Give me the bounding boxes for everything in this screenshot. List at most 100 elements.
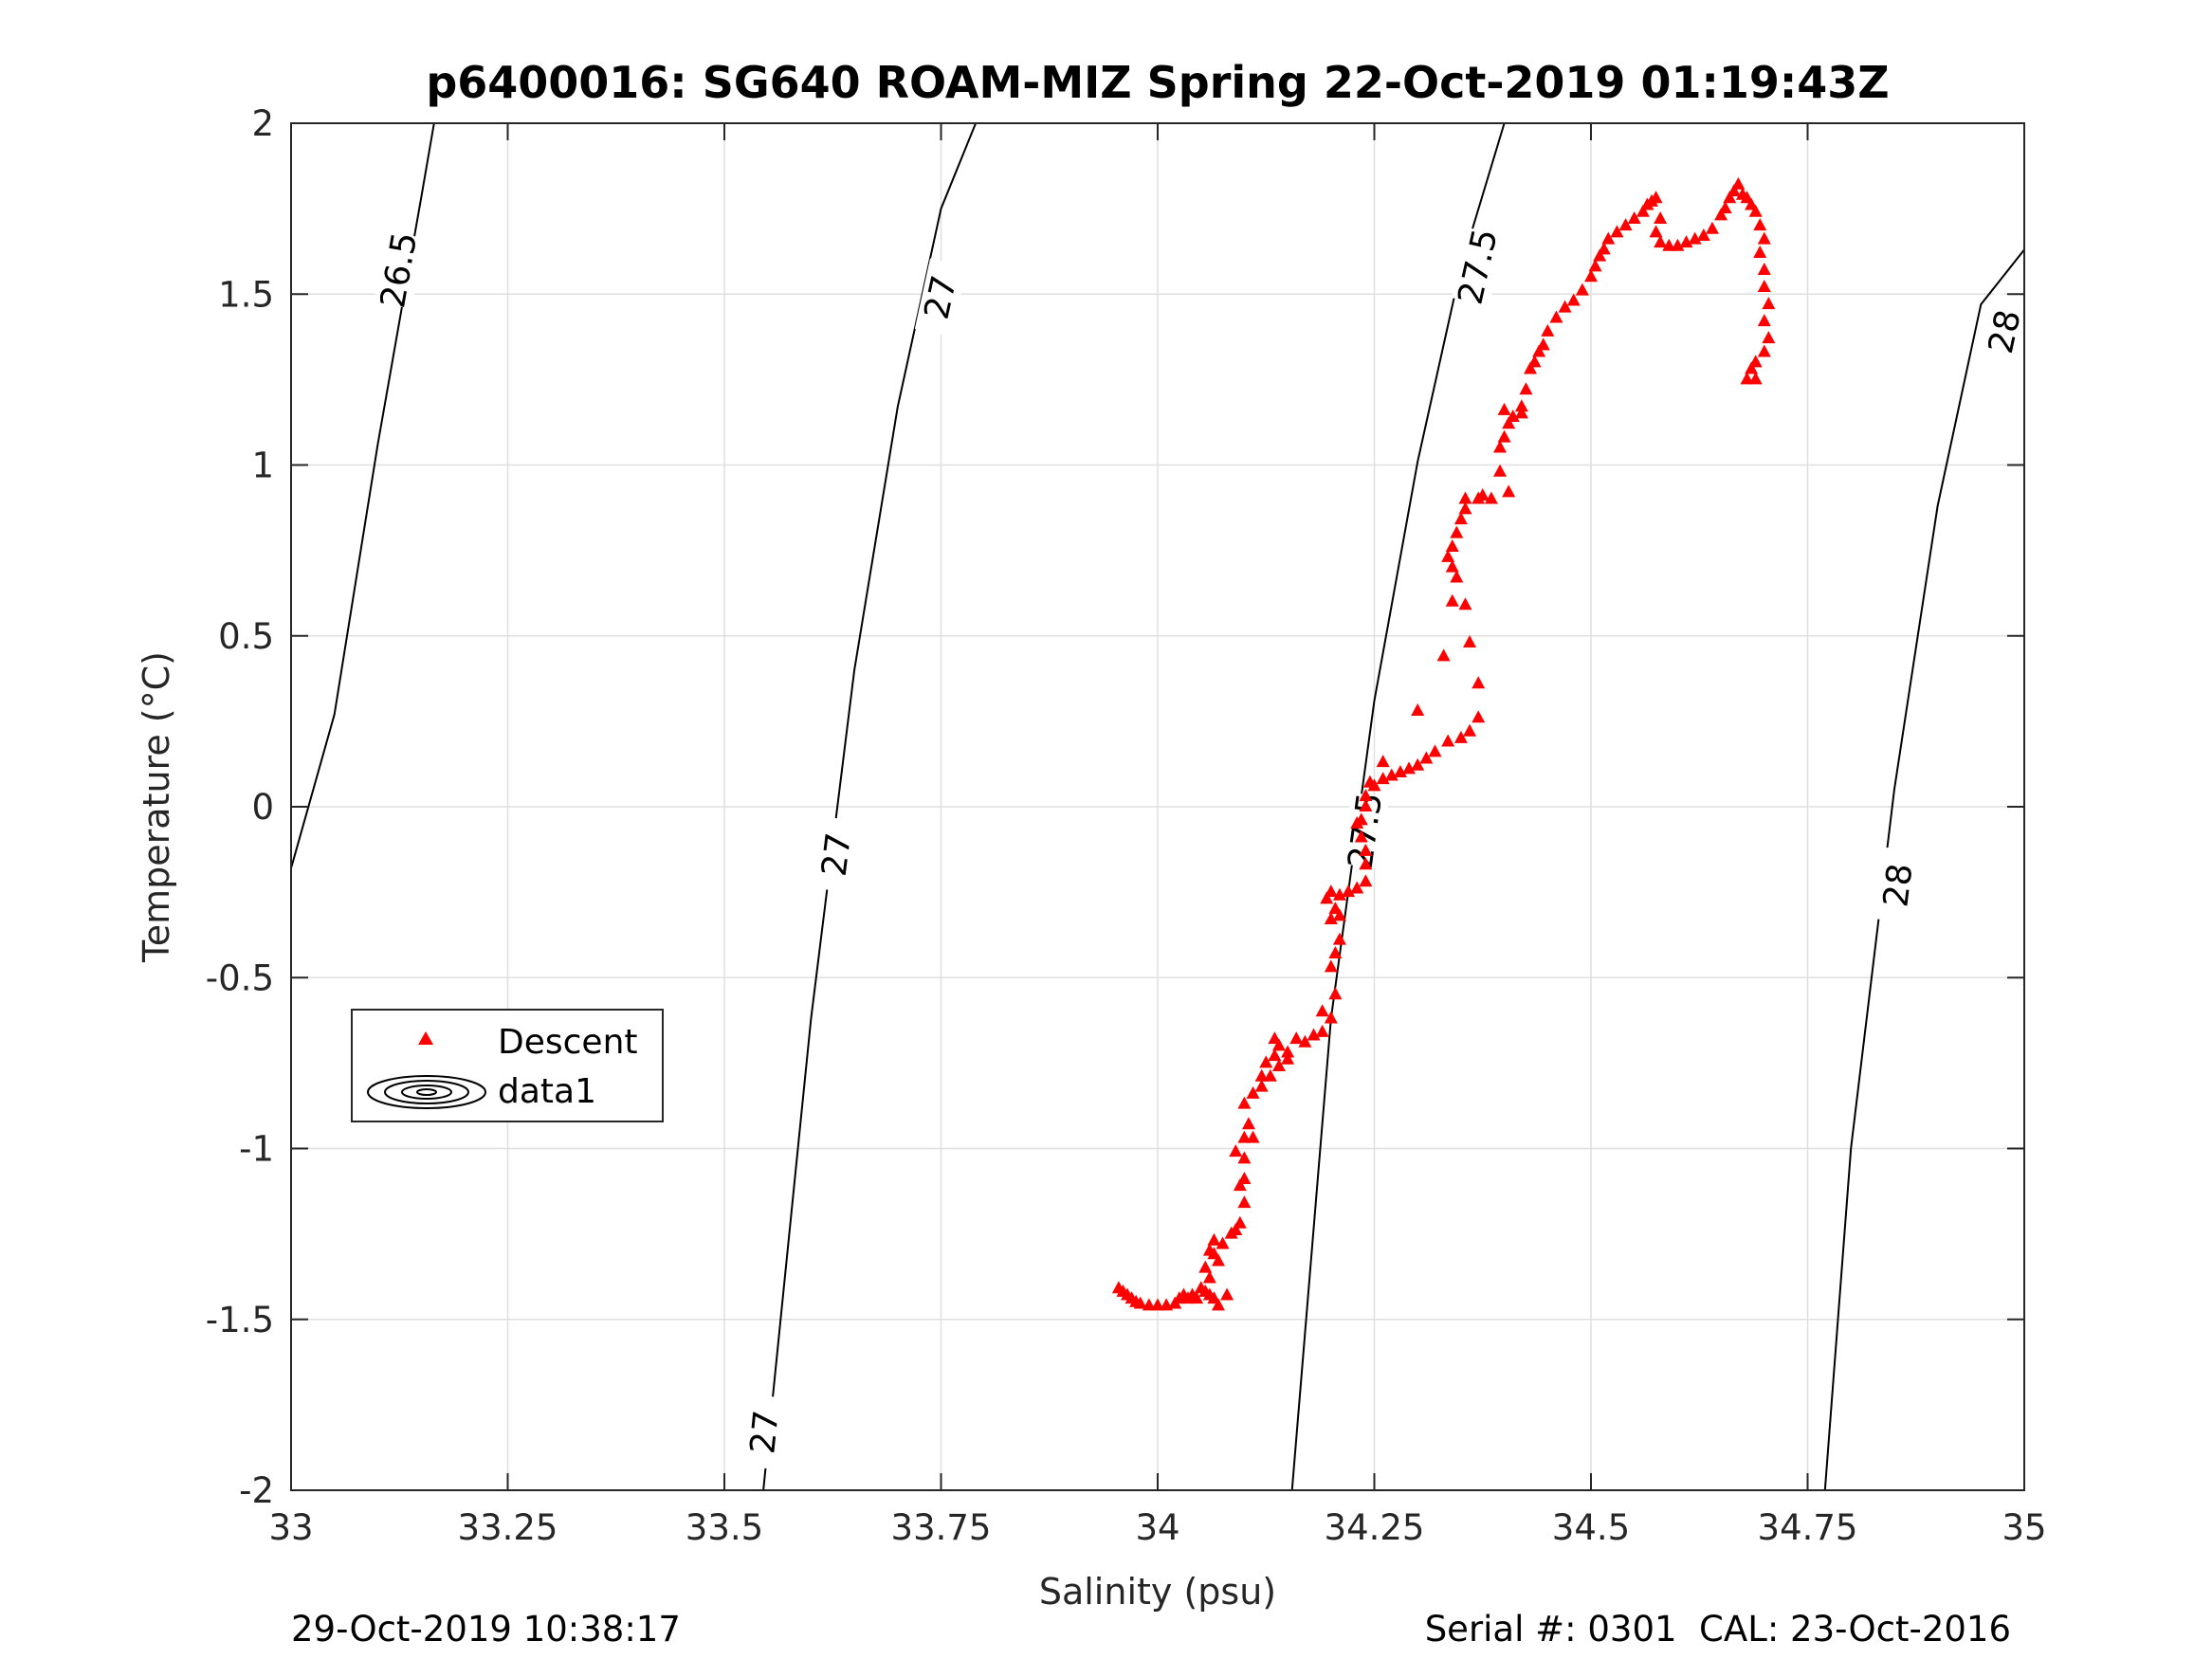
footer-timestamp: 29-Oct-2019 10:38:17 [291,1609,681,1650]
descent-point [1601,231,1616,245]
descent-point [1618,218,1633,231]
descent-point [1688,231,1702,245]
descent-point [1359,843,1373,856]
descent-point [1359,789,1373,802]
descent-point [1411,757,1425,771]
descent-point [1190,1291,1204,1304]
descent-point [1519,382,1533,395]
descent-point [1350,881,1364,894]
y-tick-label: 2 [251,103,274,144]
contour-label-background [814,816,861,893]
contour-label-background [914,258,968,337]
descent-point [1472,676,1486,689]
contour-label-27: 27 [815,830,859,879]
descent-point [1549,310,1563,323]
y-tick-label: -0.5 [206,957,274,998]
descent-point [1484,491,1498,504]
descent-point [1740,372,1754,385]
x-tick-label: 34.5 [1552,1507,1630,1548]
descent-point [1342,884,1356,898]
descent-point [1450,570,1464,583]
x-axis-label: Salinity (psu) [1039,1571,1276,1613]
descent-point [1354,830,1368,843]
descent-point [1532,344,1546,357]
descent-point [1654,235,1668,248]
axes-frame [290,122,2025,1491]
descent-point [1402,761,1417,775]
descent-point [1502,484,1516,498]
descent-point [1359,874,1373,887]
y-tick-labels: -2 -1.5 -1 -0.5 0 0.5 1 1.5 2 [206,103,274,1511]
descent-point [1271,1038,1286,1051]
descent-point [1142,1298,1156,1311]
x-tick-label: 34.25 [1325,1507,1425,1548]
descent-point [1324,911,1338,924]
descent-point [1332,908,1346,921]
descent-point [1220,1287,1234,1301]
descent-point [1436,648,1451,662]
descent-point [1237,1151,1252,1164]
descent-point [1654,210,1668,224]
descent-point [1350,816,1364,830]
descent-point [1281,1051,1295,1065]
descent-point [1748,204,1763,217]
descent-point [1241,1117,1255,1130]
x-tick-label: 33.75 [891,1507,992,1548]
descent-point [1393,764,1407,777]
legend-descent-label: Descent [498,1023,638,1062]
descent-point [1745,361,1759,374]
descent-point [1718,201,1732,214]
y-tick-label: 1 [251,446,274,486]
descent-point [1411,703,1425,717]
descent-point [1298,1034,1312,1048]
descent-point [1254,1068,1269,1082]
contour-line-27 [762,122,978,1491]
descent-point [1524,361,1538,374]
descent-point [1593,248,1607,262]
descent-point [1233,1215,1247,1229]
contour-line-26.5 [290,122,435,869]
descent-point [1575,283,1589,296]
y-tick-label: -1 [239,1129,274,1170]
x-tick-label: 33.5 [686,1507,763,1548]
descent-point [1376,772,1390,785]
descent-point [1315,1004,1329,1017]
descent-point [1324,959,1338,973]
descent-point [1367,778,1381,792]
descent-point [1493,464,1508,477]
descent-point [1679,235,1693,248]
x-tick-label: 33 [268,1507,313,1548]
x-tick-label: 35 [2002,1507,2046,1548]
descent-point [1229,1144,1243,1158]
descent-point [1458,501,1472,515]
descent-point [1320,891,1334,904]
contour-label-background [374,231,425,309]
descent-point [1211,1253,1225,1267]
descent-point [1263,1068,1277,1082]
descent-point [1271,1058,1286,1071]
descent-series [1111,176,1776,1311]
y-tick-label: 1.5 [218,274,274,315]
descent-point [1328,946,1343,959]
descent-point [1497,429,1511,443]
descent-point [1229,1223,1243,1236]
descent-point [1233,1178,1247,1192]
descent-point [1527,355,1542,368]
descent-point [1757,263,1771,276]
descent-point [1662,238,1676,251]
descent-point [1649,191,1663,204]
chart-title: p6400016: SG640 ROAM-MIZ Spring 22-Oct-2… [426,57,1889,108]
legend-data1-label: data1 [498,1072,596,1111]
contour-label-27: 27 [918,272,965,323]
descent-point [1246,1130,1260,1143]
y-tick-label: -1.5 [206,1300,274,1340]
descent-point [1472,710,1486,723]
descent-point [1558,300,1572,313]
descent-point [1332,887,1346,901]
descent-point [1359,799,1373,811]
legend: Descent data1 [351,1009,664,1122]
descent-point [1757,231,1771,245]
descent-point [1289,1031,1304,1045]
